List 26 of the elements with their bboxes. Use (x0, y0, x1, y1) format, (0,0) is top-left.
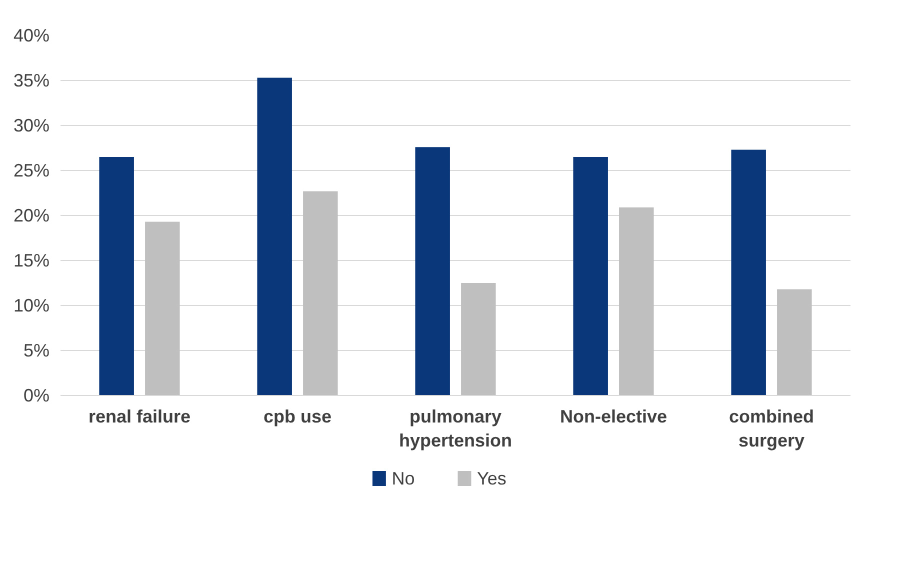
bar (99, 157, 134, 396)
x-tick-label: cpb use (263, 406, 332, 426)
y-tick-label: 30% (13, 116, 50, 136)
y-tick-label: 0% (23, 386, 50, 406)
bar (573, 157, 608, 396)
y-tick-label: 10% (13, 296, 50, 316)
bar (777, 289, 812, 396)
bar (145, 222, 180, 396)
bar (461, 283, 496, 396)
x-tick-label: renal failure (88, 406, 191, 426)
bar (619, 207, 654, 396)
bar (257, 78, 292, 396)
bar (415, 147, 450, 396)
legend-label: No (392, 468, 415, 488)
y-tick-label: 40% (13, 26, 50, 46)
legend-label: Yes (477, 468, 506, 488)
bar (731, 150, 766, 396)
y-tick-label: 20% (13, 206, 50, 226)
y-tick-label: 15% (13, 250, 50, 270)
y-tick-label: 35% (13, 70, 50, 90)
y-tick-label: 5% (23, 340, 50, 360)
y-tick-label: 25% (13, 160, 50, 180)
x-tick-label: pulmonary hypertension (398, 406, 512, 450)
x-tick-label: Non-elective (560, 406, 668, 426)
x-tick-label: combined surgery (728, 406, 814, 450)
bar (303, 191, 338, 396)
